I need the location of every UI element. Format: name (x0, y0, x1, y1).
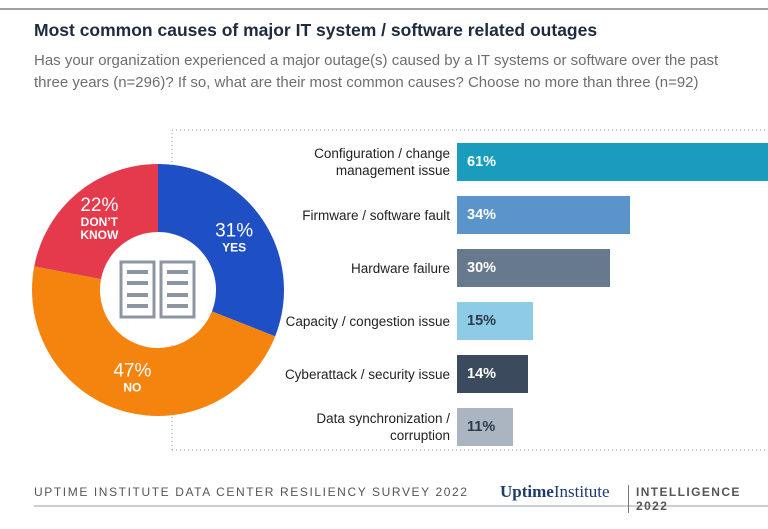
donut-slice (158, 164, 284, 337)
bar-value: 61% (467, 154, 497, 170)
bar-value: 30% (467, 260, 497, 276)
donut-slice (31, 266, 276, 416)
brand-tag: INTELLIGENCE 2022 (628, 485, 768, 513)
brand-regular: Institute (553, 482, 610, 501)
bar-row: Data synchronization / corruption 11% (270, 408, 514, 446)
slice-category: NO (123, 380, 142, 395)
donut (31, 164, 284, 416)
brand-bold: Uptime (500, 482, 554, 501)
slice-value: 22% (80, 195, 119, 217)
bar-label: Capacity / congestion issue (285, 313, 450, 329)
bar: 61% (457, 143, 768, 181)
bar-row: Hardware failure 30% (270, 249, 610, 287)
brand: UptimeInstitute (500, 482, 610, 502)
panel-border (171, 129, 768, 451)
slice-label: 31% YES (199, 220, 269, 255)
donut-slice (34, 164, 159, 280)
bar-value: 15% (467, 313, 497, 329)
bar-row: Configuration / change management issue 6… (270, 143, 768, 181)
bar-row: Firmware / software fault 34% (270, 196, 631, 234)
slice-value: 47% (113, 360, 152, 382)
bar-value: 14% (467, 366, 497, 382)
slice-category: YES (222, 240, 247, 255)
bar-label: Firmware / software fault (302, 207, 450, 223)
bar: 34% (457, 196, 631, 234)
slice-category: DON’T KNOW (80, 215, 119, 243)
bar-label: Cyberattack / security issue (284, 366, 450, 382)
bar-label: Hardware failure (350, 260, 450, 276)
bar: 14% (457, 355, 529, 393)
bar: 15% (457, 302, 534, 340)
slice-label: 47% NO (97, 360, 167, 395)
slice-label: 22% DON’T KNOW (64, 196, 134, 242)
bar-label: Data synchronization / corruption (316, 411, 450, 443)
bar: 11% (457, 408, 514, 446)
server-icon (101, 233, 215, 347)
source: UPTIME INSTITUTE DATA CENTER RESILIENCY … (34, 485, 469, 499)
bar: 30% (457, 249, 610, 287)
bar-value: 11% (467, 419, 496, 435)
bar-label: Configuration / change management issue (314, 146, 450, 178)
bar-row: Cyberattack / security issue 14% (270, 355, 529, 393)
bar-value: 34% (467, 207, 497, 223)
slice-value: 31% (215, 220, 254, 242)
bar-row: Capacity / congestion issue 15% (270, 302, 534, 340)
title: Most common causes of major IT system / … (34, 20, 598, 40)
subtitle: Has your organization experienced a majo… (34, 52, 719, 91)
